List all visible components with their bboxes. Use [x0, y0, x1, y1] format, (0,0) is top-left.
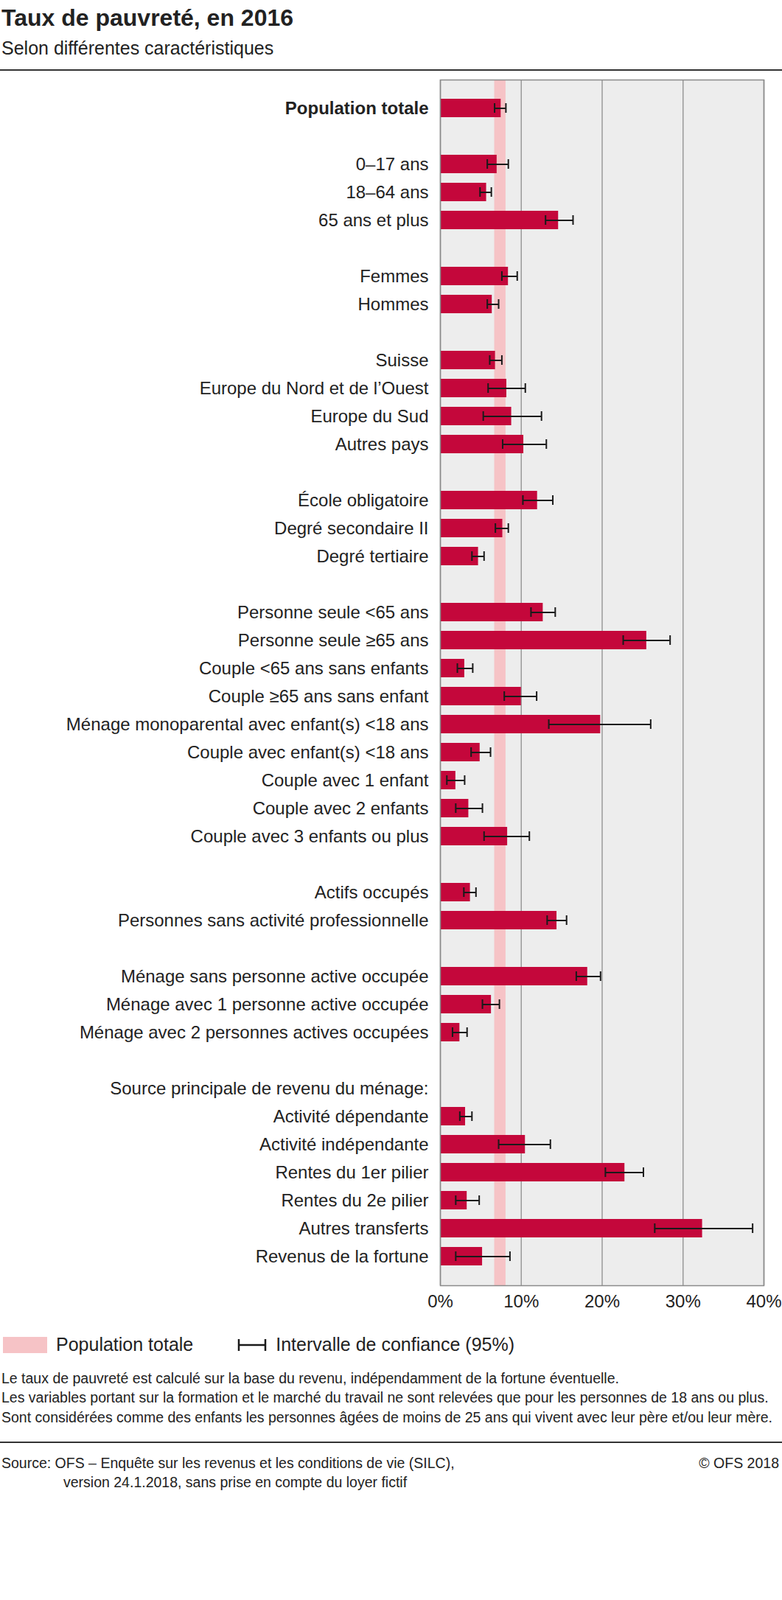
svg-text:Activité indépendante: Activité indépendante [259, 1134, 429, 1155]
svg-text:Couple avec 2 enfants: Couple avec 2 enfants [252, 798, 429, 819]
svg-text:Autres pays: Autres pays [335, 434, 429, 455]
html-text:Intervalle de confiance (95%): Intervalle de confiance (95%) [275, 1334, 515, 1355]
svg-text:Population totale: Population totale [285, 98, 429, 118]
svg-text:École obligatoire: École obligatoire [297, 490, 429, 511]
svg-text:0%: 0% [427, 1291, 454, 1312]
svg-text:Couple avec 3 enfants ou plus: Couple avec 3 enfants ou plus [190, 826, 429, 847]
svg-text:10%: 10% [503, 1291, 539, 1312]
html-text:Les variables portant sur la f: Les variables portant sur la formation e… [1, 1389, 773, 1426]
html-text:Selon différentes caractéristi: Selon différentes caractéristiques [1, 37, 274, 59]
svg-text:0–17 ans: 0–17 ans [355, 154, 429, 174]
svg-text:Ménage sans personne active oc: Ménage sans personne active occupée [120, 966, 429, 987]
svg-text:Suisse: Suisse [375, 350, 429, 370]
svg-text:Personne seule ≥65 ans: Personne seule ≥65 ans [238, 630, 429, 651]
html-text:version 24.1.2018, sans prise: version 24.1.2018, sans prise en compte … [63, 1474, 407, 1491]
svg-text:Rentes du 2e pilier: Rentes du 2e pilier [280, 1190, 429, 1211]
svg-text:Couple avec 1 enfant: Couple avec 1 enfant [261, 770, 429, 791]
html-text:Source: OFS – Enquête sur les: Source: OFS – Enquête sur les revenus et… [1, 1454, 455, 1472]
svg-text:Europe du Sud: Europe du Sud [310, 406, 429, 427]
svg-text:Couple avec enfant(s) <18 ans: Couple avec enfant(s) <18 ans [187, 742, 429, 763]
html-text:© OFS 2018: © OFS 2018 [698, 1454, 780, 1472]
svg-text:Degré tertiaire: Degré tertiaire [316, 546, 429, 567]
svg-text:Femmes: Femmes [359, 266, 429, 286]
svg-text:Degré secondaire II: Degré secondaire II [274, 518, 429, 539]
svg-text:Hommes: Hommes [357, 294, 429, 314]
svg-text:Actifs occupés: Actifs occupés [314, 882, 429, 903]
svg-text:Activité dépendante: Activité dépendante [273, 1106, 429, 1127]
html-text:Taux de pauvreté, en 2016: Taux de pauvreté, en 2016 [1, 4, 294, 31]
svg-text:Ménage avec 2 personnes active: Ménage avec 2 personnes actives occupées [79, 1022, 429, 1043]
svg-text:Couple <65 ans sans enfants: Couple <65 ans sans enfants [199, 658, 429, 679]
svg-text:30%: 30% [665, 1291, 701, 1312]
svg-text:40%: 40% [745, 1291, 782, 1312]
svg-text:Rentes du 1er pilier: Rentes du 1er pilier [274, 1162, 429, 1183]
svg-text:Couple ≥65 ans sans enfant: Couple ≥65 ans sans enfant [208, 686, 429, 707]
html-text:Le taux de pauvreté est calcul: Le taux de pauvreté est calculé sur la b… [1, 1370, 620, 1387]
svg-text:65 ans et plus: 65 ans et plus [318, 210, 429, 230]
svg-text:Europe du Nord et de l’Ouest: Europe du Nord et de l’Ouest [199, 378, 429, 399]
svg-text:Personne seule <65 ans: Personne seule <65 ans [237, 602, 429, 623]
svg-text:Ménage avec 1 personne active: Ménage avec 1 personne active occupée [106, 994, 429, 1015]
svg-text:20%: 20% [584, 1291, 620, 1312]
svg-text:Revenus de la fortune: Revenus de la fortune [255, 1246, 429, 1267]
html-text:Population totale: Population totale [56, 1334, 194, 1355]
svg-text:18–64 ans: 18–64 ans [345, 182, 429, 202]
svg-text:Personnes sans activité profes: Personnes sans activité professionnelle [117, 910, 429, 931]
svg-text:Autres transferts: Autres transferts [298, 1218, 429, 1239]
svg-text:Ménage monoparental avec enfan: Ménage monoparental avec enfant(s) <18 a… [66, 714, 429, 735]
svg-text:Source principale de revenu du: Source principale de revenu du ménage: [109, 1078, 429, 1099]
